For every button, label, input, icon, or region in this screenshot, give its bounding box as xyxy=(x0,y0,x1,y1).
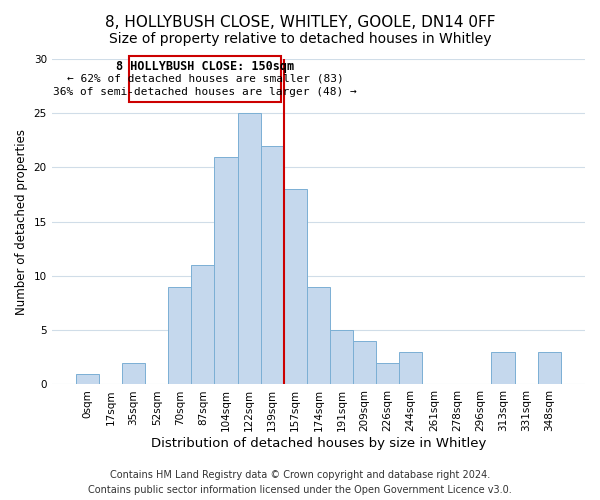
Bar xyxy=(491,352,515,384)
Bar xyxy=(191,265,214,384)
Bar xyxy=(168,287,191,384)
Bar xyxy=(538,352,561,384)
Y-axis label: Number of detached properties: Number of detached properties xyxy=(15,128,28,314)
Bar xyxy=(260,146,284,384)
Bar xyxy=(307,287,330,384)
Text: Size of property relative to detached houses in Whitley: Size of property relative to detached ho… xyxy=(109,32,491,46)
Bar xyxy=(399,352,422,384)
Text: Contains HM Land Registry data © Crown copyright and database right 2024.
Contai: Contains HM Land Registry data © Crown c… xyxy=(88,470,512,495)
Text: 8 HOLLYBUSH CLOSE: 150sqm: 8 HOLLYBUSH CLOSE: 150sqm xyxy=(116,60,294,72)
Text: ← 62% of detached houses are smaller (83): ← 62% of detached houses are smaller (83… xyxy=(67,74,344,84)
Text: 36% of semi-detached houses are larger (48) →: 36% of semi-detached houses are larger (… xyxy=(53,86,357,97)
Bar xyxy=(238,113,260,384)
Text: 8, HOLLYBUSH CLOSE, WHITLEY, GOOLE, DN14 0FF: 8, HOLLYBUSH CLOSE, WHITLEY, GOOLE, DN14… xyxy=(105,15,495,30)
X-axis label: Distribution of detached houses by size in Whitley: Distribution of detached houses by size … xyxy=(151,437,486,450)
Bar xyxy=(76,374,99,384)
Bar xyxy=(330,330,353,384)
Bar xyxy=(284,189,307,384)
Bar xyxy=(353,341,376,384)
Bar xyxy=(214,156,238,384)
Bar xyxy=(376,363,399,384)
Bar xyxy=(122,363,145,384)
Bar xyxy=(129,56,281,102)
